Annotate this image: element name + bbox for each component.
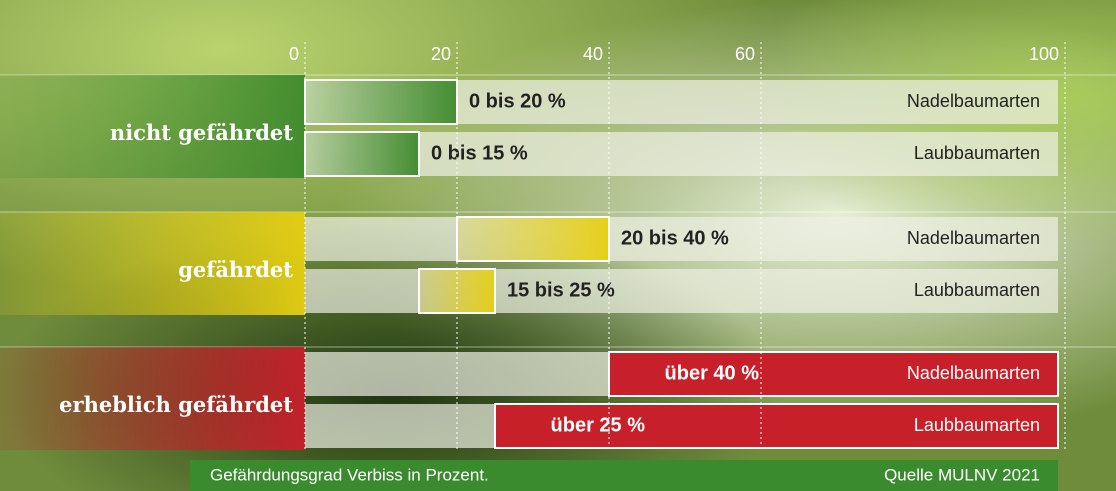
value-label: über 40 % bbox=[665, 362, 760, 384]
value-label: 0 bis 20 % bbox=[469, 90, 566, 112]
footnote: Gefährdungsgrad Verbiss in Prozent. bbox=[210, 465, 489, 484]
row-label: Laubbaumarten bbox=[914, 415, 1040, 435]
page: nicht gefährdet 0 bis 20 % Nadelbaumarten 0… bbox=[0, 0, 1116, 491]
row-label: Nadelbaumarten bbox=[907, 363, 1040, 383]
bar bbox=[305, 132, 419, 176]
chart: nicht gefährdet 0 bis 20 % Nadelbaumarten 0… bbox=[0, 0, 1116, 491]
row-label: Laubbaumarten bbox=[914, 143, 1040, 163]
row-label: Laubbaumarten bbox=[914, 280, 1040, 300]
x-tick-label: 20 bbox=[431, 44, 451, 64]
x-tick-label: 0 bbox=[289, 44, 299, 64]
source: Quelle MULNV 2021 bbox=[884, 465, 1040, 484]
value-label: über 25 % bbox=[551, 414, 646, 436]
group-label: gefährdet bbox=[178, 257, 293, 282]
value-label: 0 bis 15 % bbox=[431, 142, 528, 164]
row-label: Nadelbaumarten bbox=[907, 228, 1040, 248]
group-label: erheblich gefährdet bbox=[59, 392, 293, 417]
value-label: 15 bis 25 % bbox=[507, 279, 615, 301]
bar bbox=[419, 269, 495, 313]
row-label: Nadelbaumarten bbox=[907, 91, 1040, 111]
group-label: nicht gefährdet bbox=[110, 120, 293, 145]
bar bbox=[457, 217, 609, 261]
bar bbox=[305, 80, 457, 124]
value-label: 20 bis 40 % bbox=[621, 227, 729, 249]
x-tick-label: 60 bbox=[735, 44, 755, 64]
plot: nicht gefährdet 0 bis 20 % Nadelbaumarten 0… bbox=[0, 42, 1116, 452]
x-tick-label: 40 bbox=[583, 44, 603, 64]
x-tick-label: 100 bbox=[1029, 44, 1059, 64]
